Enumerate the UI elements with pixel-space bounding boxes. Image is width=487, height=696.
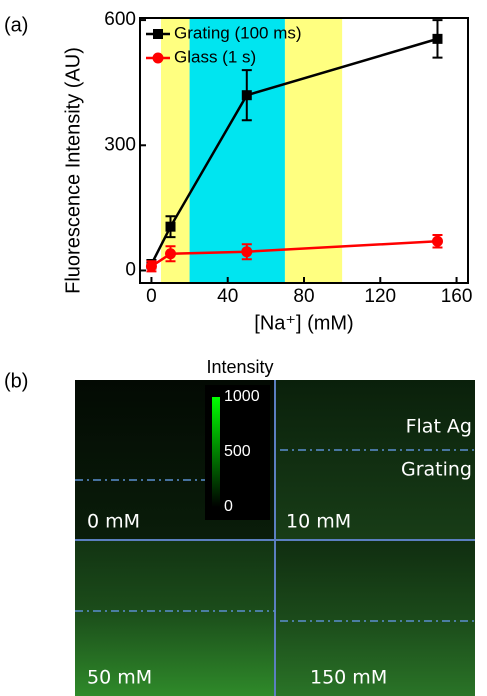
shaded-region bbox=[160, 18, 190, 283]
series-line bbox=[150, 37, 438, 265]
x-tick-label: 40 bbox=[217, 286, 238, 307]
x-tick-label: 0 bbox=[146, 286, 157, 307]
x-tick-label: 120 bbox=[364, 286, 396, 307]
marker bbox=[165, 221, 176, 232]
panel-label: (b) bbox=[4, 370, 28, 392]
shaded-region bbox=[189, 18, 285, 283]
quadrant-label: 50 mM bbox=[87, 667, 152, 689]
shaded-region bbox=[284, 18, 343, 283]
colorbar-tick-label: 0 bbox=[224, 498, 233, 515]
quadrant bbox=[275, 540, 475, 696]
y-axis-label: Fluorescence Intensity (AU) bbox=[62, 47, 84, 294]
y-tick-label: 600 bbox=[104, 9, 136, 30]
legend-label: Glass (1 s) bbox=[174, 47, 256, 66]
marker bbox=[145, 260, 157, 272]
quadrant-label: 150 mM bbox=[310, 667, 387, 689]
legend-marker bbox=[153, 29, 163, 39]
legend-marker bbox=[152, 52, 164, 64]
region-label: Flat Ag bbox=[406, 416, 472, 438]
colorbar-title: Intensity bbox=[206, 357, 273, 377]
quadrant-label: 0 mM bbox=[87, 511, 140, 533]
y-tick-label: 0 bbox=[125, 259, 136, 280]
chart-a: 0 40 80 120 160 0 300 600 [Na⁺] (mM) Fluorescence… bbox=[62, 9, 472, 334]
quadrant bbox=[275, 380, 475, 540]
colorbar-tick-label: 1000 bbox=[224, 388, 260, 405]
panel-label: (a) bbox=[4, 14, 28, 36]
marker bbox=[432, 33, 443, 44]
marker bbox=[165, 248, 177, 260]
x-tick-label: 160 bbox=[441, 286, 473, 307]
boundary-lines bbox=[75, 449, 475, 622]
colorbar-ticks: 1000 500 0 bbox=[224, 388, 260, 515]
x-axis-label: [Na⁺] (mM) bbox=[254, 312, 353, 334]
legend-label: Grating (100 ms) bbox=[174, 23, 302, 42]
colorbar-tick-label: 500 bbox=[224, 443, 251, 460]
x-tick-label: 80 bbox=[293, 286, 314, 307]
y-tick-label: 300 bbox=[104, 134, 136, 155]
region-label: Grating bbox=[401, 459, 472, 481]
colorbar bbox=[212, 397, 220, 507]
quadrant bbox=[75, 540, 275, 696]
series-line bbox=[150, 240, 438, 268]
quadrant-label: 10 mM bbox=[286, 511, 351, 533]
marker bbox=[241, 90, 252, 101]
marker bbox=[431, 235, 443, 247]
marker bbox=[241, 246, 253, 258]
